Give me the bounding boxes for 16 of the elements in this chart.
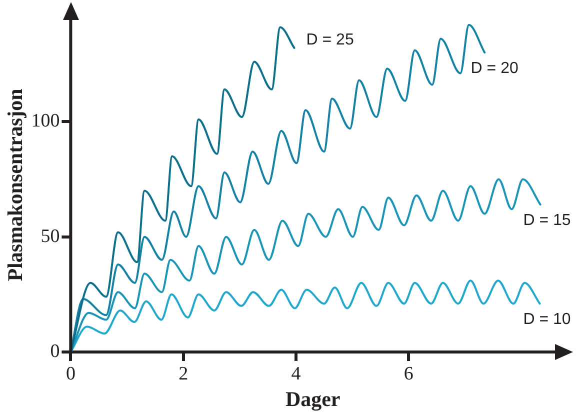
series-label: D = 15 [523, 212, 571, 229]
series-label: D = 10 [523, 311, 571, 328]
series-label: D = 25 [306, 31, 354, 48]
series-label: D = 20 [470, 60, 518, 77]
y-tick-label: 100 [31, 110, 60, 132]
line-series [70, 178, 542, 352]
x-tick-label: 4 [291, 363, 302, 384]
y-axis-title: Plasmakonsentrasjon [3, 88, 28, 282]
line-series [70, 26, 296, 352]
y-tick-label: 0 [50, 340, 60, 362]
line-series [70, 280, 541, 352]
x-tick-label: 0 [66, 363, 76, 384]
x-tick-label: 2 [178, 363, 188, 384]
y-tick-label: 50 [40, 226, 60, 247]
x-axis-title: Dager [285, 386, 340, 411]
x-tick-label: 6 [404, 363, 414, 384]
